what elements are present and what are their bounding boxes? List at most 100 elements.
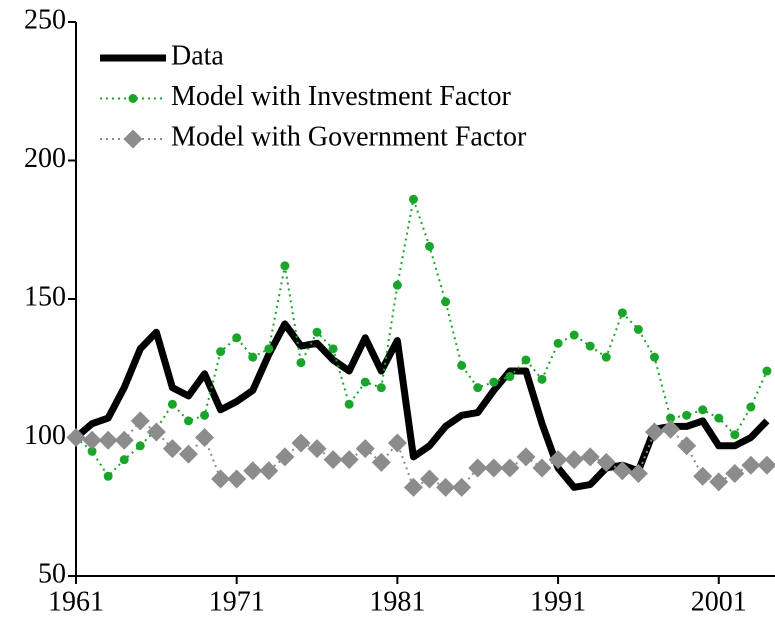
point [307,439,327,459]
point [677,436,697,456]
point [66,428,86,447]
point [200,410,210,420]
point [167,399,177,409]
legend-marker [128,94,138,103]
x-tick-label: 1991 [530,586,586,617]
point [441,297,451,307]
point [232,333,242,343]
point [484,458,504,478]
point [585,341,595,351]
point [693,466,713,486]
point [617,308,627,318]
point [725,464,745,484]
x-tick-label: 1971 [209,586,265,617]
point [489,377,499,387]
point [457,360,467,370]
point [666,413,676,423]
series-line [73,320,770,491]
point [87,446,97,456]
y-tick-label: 250 [24,4,66,35]
y-tick-label: 200 [24,143,66,174]
point [328,344,338,354]
legend-marker [123,129,143,149]
point [323,450,343,470]
point [741,455,761,475]
legend-label: Model with Investment Factor [171,81,512,112]
point [183,416,193,426]
point [601,352,611,362]
point [248,352,258,362]
point [360,377,370,387]
point [216,347,226,357]
point [82,430,102,450]
point [633,324,643,334]
point [569,330,579,340]
point [211,469,231,489]
point [649,352,659,362]
point [714,413,724,423]
point [500,458,520,478]
point [730,430,740,440]
point [162,439,182,459]
point [98,430,118,450]
point [195,428,215,447]
point [612,461,632,481]
point [344,399,354,409]
point [275,447,295,467]
point [537,374,547,384]
point [596,452,616,472]
point [532,458,552,478]
legend-label: Model with Government Factor [171,121,527,152]
x-tick-label: 1961 [48,586,104,617]
point [425,241,435,251]
point [291,433,311,453]
point [392,280,402,290]
point [103,471,113,481]
point [516,447,536,467]
point [296,358,306,368]
point [762,366,772,376]
point [178,444,198,464]
legend-label: Data [171,40,224,71]
point [580,447,600,467]
point [387,433,407,453]
point [473,383,483,393]
point [312,327,322,337]
point [371,452,391,472]
point [355,439,375,459]
point [403,477,423,497]
x-tick-label: 2001 [691,586,747,617]
point [243,461,263,481]
y-tick-label: 50 [38,558,66,589]
point [436,477,456,497]
point [227,469,247,489]
point [746,402,756,412]
point [119,455,129,465]
point [135,441,145,451]
point [521,355,531,365]
y-tick-label: 100 [24,420,66,451]
x-tick-label: 1981 [369,586,425,617]
point [264,344,274,354]
point [644,422,664,442]
point [698,405,708,415]
point [376,383,386,393]
point [709,472,729,492]
point [420,469,440,489]
point [280,261,290,271]
point [339,450,359,470]
point [548,450,568,470]
point [757,455,775,475]
point [408,194,418,204]
point [468,458,488,478]
point [564,450,584,470]
point [553,338,563,348]
point [661,419,681,439]
point [628,464,648,484]
point [114,430,134,450]
y-tick-label: 150 [24,281,66,312]
point [505,372,515,382]
point [452,477,472,497]
point [130,411,150,431]
